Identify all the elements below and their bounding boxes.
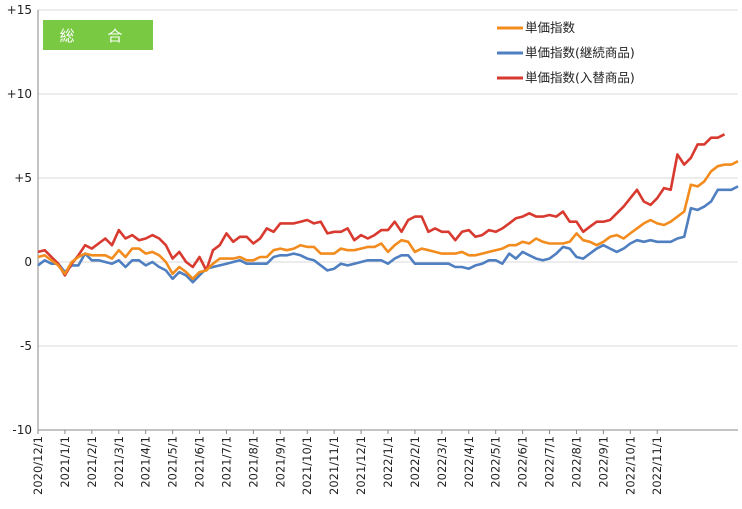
x-tick-label: 2022/7/1 bbox=[543, 436, 557, 488]
x-tick-label: 2021/4/1 bbox=[139, 436, 153, 488]
series-line bbox=[37, 185, 739, 284]
y-tick-label: -5 bbox=[20, 339, 32, 353]
x-tick-label: 2022/11/1 bbox=[650, 436, 664, 495]
x-tick-label: 2021/9/1 bbox=[273, 436, 287, 488]
gridlines bbox=[38, 9, 738, 347]
x-tick-label: 2022/6/1 bbox=[516, 436, 530, 488]
badge-background bbox=[43, 20, 153, 50]
legend-label: 単価指数 bbox=[525, 20, 576, 35]
series-line bbox=[37, 133, 726, 277]
x-tick-label: 2021/3/1 bbox=[112, 436, 126, 488]
series-line bbox=[37, 160, 739, 281]
x-tick-label: 2021/1/1 bbox=[58, 436, 72, 488]
series-lines bbox=[37, 133, 739, 284]
x-tick-label: 2021/7/1 bbox=[219, 436, 233, 488]
x-tick-label: 2021/8/1 bbox=[246, 436, 260, 488]
badge-label: 総 合 bbox=[60, 27, 137, 45]
x-tick-label: 2021/5/1 bbox=[166, 436, 180, 488]
y-tick-label: +5 bbox=[14, 171, 32, 185]
x-tick-label: 2021/6/1 bbox=[193, 436, 207, 488]
legend: 単価指数 単価指数(継続商品) 単価指数(入替商品) bbox=[497, 20, 635, 85]
x-tick-label: 2022/10/1 bbox=[623, 436, 637, 495]
y-tick-labels: +15 +10 +5 0 -5 -10 bbox=[7, 3, 32, 437]
x-tick-label: 2022/5/1 bbox=[489, 436, 503, 488]
y-tick-label: -10 bbox=[12, 423, 32, 437]
x-tick-label: 2021/12/1 bbox=[354, 436, 368, 495]
badge: 総 合 bbox=[43, 20, 153, 50]
legend-item: 単価指数 bbox=[497, 20, 576, 35]
legend-label: 単価指数(入替商品) bbox=[525, 70, 635, 85]
x-tick-label: 2020/12/1 bbox=[31, 436, 45, 495]
y-tick-label: +15 bbox=[7, 3, 32, 17]
x-tick-label: 2022/3/1 bbox=[435, 436, 449, 488]
x-tick-label: 2022/4/1 bbox=[462, 436, 476, 488]
x-tick-label: 2021/2/1 bbox=[85, 436, 99, 488]
x-tick-label: 2022/8/1 bbox=[569, 436, 583, 488]
x-tick-label: 2021/11/1 bbox=[327, 436, 341, 495]
y-tick-label: 0 bbox=[24, 255, 32, 269]
legend-item: 単価指数(継続商品) bbox=[497, 45, 635, 60]
x-tick-labels: 2020/12/1 2021/1/1 2021/2/1 2021/3/1 2021/4/… bbox=[31, 430, 664, 495]
x-tick-label: 2022/1/1 bbox=[381, 436, 395, 488]
legend-item: 単価指数(入替商品) bbox=[497, 70, 635, 85]
x-tick-label: 2021/10/1 bbox=[300, 436, 314, 495]
y-tick-label: +10 bbox=[7, 87, 32, 101]
legend-label: 単価指数(継続商品) bbox=[525, 45, 635, 60]
x-tick-label: 2022/2/1 bbox=[408, 436, 422, 488]
x-tick-label: 2022/9/1 bbox=[596, 436, 610, 488]
